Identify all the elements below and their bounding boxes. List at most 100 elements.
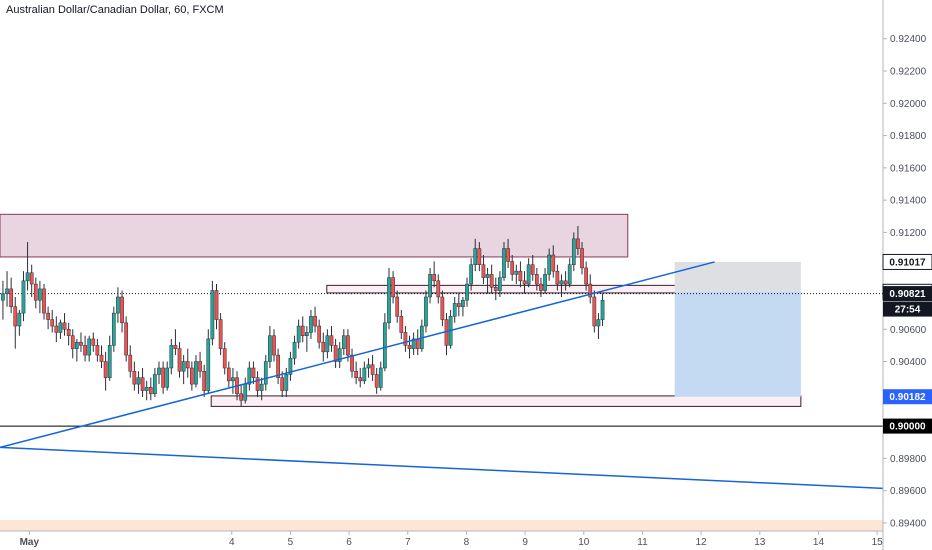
y-tick-label: 0.90600 <box>890 325 927 336</box>
candle-body <box>222 348 227 369</box>
candle-body <box>309 316 313 333</box>
candle-body <box>42 288 46 314</box>
candle-body <box>321 341 326 353</box>
candle-body <box>506 248 510 262</box>
candle-body <box>473 248 478 265</box>
candle-body <box>251 367 256 378</box>
candle-body <box>177 348 182 372</box>
candle-body <box>111 312 116 346</box>
x-tick-label: May <box>20 537 40 548</box>
price-tag: 0.91017 <box>882 253 932 270</box>
candle-body <box>333 345 338 362</box>
candle-body <box>95 345 100 356</box>
candle-body <box>424 296 428 327</box>
x-tick-label: 14 <box>813 537 825 548</box>
candle-body <box>530 264 535 275</box>
candle-body <box>226 367 231 382</box>
candle-body <box>571 238 576 265</box>
candle-body <box>584 267 588 285</box>
candle-body <box>387 277 391 324</box>
candle-body <box>399 316 404 333</box>
y-tick-label: 0.89800 <box>890 454 927 465</box>
y-tick-label: 0.92000 <box>890 99 927 110</box>
candle-body <box>140 377 145 391</box>
candle-body <box>518 270 523 282</box>
price-tag-box <box>883 301 932 317</box>
candle-body <box>374 374 379 388</box>
candle-body <box>300 325 305 336</box>
y-tick-label: 0.91800 <box>890 131 927 142</box>
candle-body <box>337 348 342 362</box>
y-tick-label: 0.92200 <box>890 67 927 78</box>
candle-body <box>477 248 482 265</box>
candle-body <box>202 370 207 391</box>
candle-body <box>588 283 593 298</box>
candle-body <box>210 290 215 340</box>
candle-body <box>54 325 59 333</box>
candle-body <box>465 283 469 301</box>
candle-body <box>70 335 75 349</box>
candle-body <box>268 335 272 362</box>
candle-body <box>29 272 34 285</box>
candle-body <box>169 345 174 369</box>
candle-body <box>288 358 293 375</box>
candle-body <box>198 361 202 372</box>
candle-body <box>259 383 264 391</box>
candle-body <box>21 280 26 314</box>
candle-body <box>428 274 432 298</box>
candle-body <box>17 312 22 327</box>
candle-body <box>576 238 580 249</box>
candle-body <box>173 345 178 349</box>
candle-body <box>132 370 137 385</box>
candle-body <box>551 254 556 272</box>
candle-body <box>354 370 358 378</box>
candle-body <box>461 299 465 307</box>
price-tag: 0.90182 <box>883 389 932 405</box>
candle-body <box>493 287 498 291</box>
candle-body <box>107 345 112 378</box>
candle-body <box>432 274 437 282</box>
candle-body <box>346 335 350 356</box>
candle-body <box>391 277 395 298</box>
candle-body <box>563 280 568 285</box>
candle-body <box>194 361 198 385</box>
candle-body <box>165 367 170 388</box>
candle-body <box>1 293 5 301</box>
candle-body <box>218 319 223 349</box>
candle-body <box>99 354 104 362</box>
support-box <box>210 395 802 407</box>
candle-body <box>144 387 149 391</box>
candle-body <box>5 288 9 294</box>
candle-body <box>214 290 219 320</box>
x-tick-label: 10 <box>578 537 590 548</box>
candle-body <box>38 288 42 301</box>
y-tick-label: 0.91200 <box>890 228 927 239</box>
candle-body <box>136 377 141 385</box>
candle-body <box>407 345 412 349</box>
candle-body <box>415 338 420 349</box>
candle-body <box>403 332 408 346</box>
candle-body <box>243 383 248 401</box>
x-tick-label: 12 <box>696 537 708 548</box>
candle-body <box>502 248 506 278</box>
candle-body <box>50 319 55 327</box>
x-tick-label: 15 <box>872 537 884 548</box>
candle-body <box>181 361 186 372</box>
candle-body <box>304 332 309 336</box>
candle-body <box>358 377 363 382</box>
candle-body <box>592 296 597 327</box>
price-tag: 0.90000 <box>883 418 932 434</box>
candle-body <box>452 303 457 317</box>
candle-body <box>456 303 461 307</box>
candle-body <box>313 316 317 327</box>
candle-body <box>329 335 334 346</box>
candle-body <box>366 364 371 369</box>
candle-body <box>62 322 67 330</box>
candle-body <box>411 338 416 349</box>
y-tick-label: 0.89600 <box>890 486 927 497</box>
candle-body <box>33 283 38 301</box>
candle-body <box>206 338 211 391</box>
price-tag-label: 27:54 <box>895 305 921 316</box>
candle-body <box>190 367 194 385</box>
